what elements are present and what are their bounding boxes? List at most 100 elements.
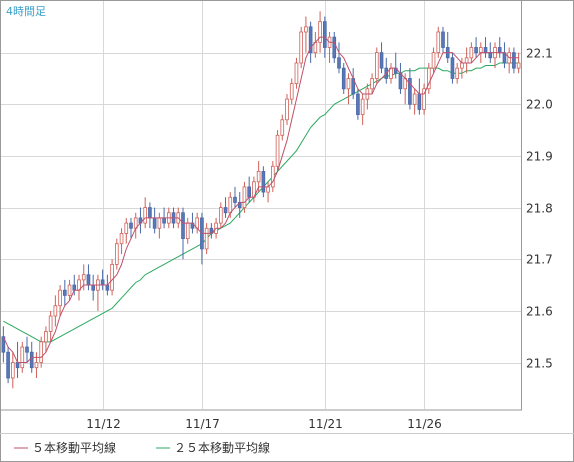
- candle-body: [379, 52, 384, 69]
- candle: [289, 78, 294, 105]
- candle-body: [497, 47, 502, 54]
- candle-body: [15, 362, 20, 369]
- x-tick-label: 11/12: [86, 417, 121, 431]
- candle-body: [308, 26, 313, 54]
- candle-body: [516, 62, 521, 69]
- candle-body: [256, 171, 261, 183]
- candle-body: [1, 336, 6, 353]
- candle: [346, 73, 351, 105]
- candle-body: [34, 362, 39, 369]
- candle: [63, 279, 67, 306]
- candle-body: [10, 362, 15, 379]
- candle: [124, 217, 129, 244]
- candle: [299, 26, 304, 69]
- candle-body: [417, 93, 422, 110]
- candle-body: [58, 289, 62, 307]
- plot-background: [0, 0, 522, 410]
- x-axis-ticks: 11/12 11/17 11/21 11/26: [86, 417, 442, 431]
- candle: [181, 207, 185, 260]
- candle-body: [53, 305, 58, 317]
- candle-body: [474, 47, 478, 54]
- candle-body: [337, 57, 341, 69]
- candle: [332, 31, 337, 63]
- candle-body: [512, 52, 516, 69]
- candle-body: [181, 212, 185, 239]
- candle-body: [185, 222, 190, 239]
- candle: [48, 310, 53, 342]
- candle: [129, 217, 133, 239]
- candle: [44, 326, 48, 353]
- candle: [422, 83, 426, 115]
- candle: [67, 279, 72, 301]
- candle: [34, 352, 39, 379]
- candle-body: [346, 78, 351, 90]
- candle: [261, 166, 266, 198]
- candle: [370, 73, 374, 94]
- candle-body: [110, 263, 114, 291]
- legend-label: ２５本移動平均線: [174, 440, 270, 455]
- candle-body: [233, 196, 237, 203]
- candle: [1, 326, 6, 363]
- candle: [223, 197, 228, 218]
- candle: [426, 62, 431, 94]
- candle: [441, 26, 445, 53]
- grid-lines: [1, 1, 521, 409]
- candle: [341, 62, 346, 94]
- y-tick-label: 21.9: [526, 150, 553, 164]
- candle-body: [341, 67, 346, 90]
- y-tick-label: 21.5: [526, 357, 553, 371]
- candle: [58, 285, 62, 317]
- candle-body: [422, 88, 426, 110]
- candle-body: [426, 67, 431, 90]
- candle-body: [115, 243, 119, 265]
- candle-body: [63, 289, 67, 296]
- candle-body: [242, 186, 247, 208]
- candle: [204, 223, 209, 255]
- period-label: 4時間足: [6, 5, 46, 18]
- candle: [516, 52, 521, 74]
- candle: [280, 114, 285, 141]
- candle-body: [460, 62, 464, 69]
- candle-body: [105, 284, 110, 291]
- candle: [379, 42, 384, 74]
- candle: [10, 352, 15, 389]
- candle-body: [124, 222, 129, 234]
- candle-body: [29, 351, 34, 369]
- ma5-line: [2, 36, 519, 364]
- ma5-layer: [2, 36, 519, 364]
- candle: [6, 347, 10, 384]
- candle-body: [332, 36, 337, 59]
- legend-label: ５本移動平均線: [32, 440, 116, 455]
- candle-body: [299, 31, 304, 64]
- candle-body: [20, 346, 25, 369]
- candle-body: [408, 78, 412, 105]
- y-tick-label: 22.0: [526, 98, 553, 112]
- candle-body: [275, 134, 280, 167]
- candle: [119, 228, 124, 255]
- x-tick-label: 11/21: [308, 417, 343, 431]
- candles: [1, 11, 521, 389]
- candle: [374, 47, 379, 84]
- candle-body: [100, 279, 105, 286]
- candle: [53, 295, 58, 327]
- candle-body: [129, 222, 133, 229]
- candle-body: [81, 274, 86, 281]
- candle: [450, 52, 455, 84]
- candle: [408, 68, 412, 110]
- candle: [110, 259, 114, 296]
- candle-body: [488, 52, 493, 59]
- candle-body: [322, 21, 327, 48]
- candle-body: [398, 72, 403, 90]
- candle: [20, 341, 25, 373]
- candle-body: [67, 284, 72, 296]
- legend: ５本移動平均線 ２５本移動平均線: [14, 440, 270, 455]
- candle: [270, 161, 275, 193]
- candle: [337, 42, 341, 74]
- candle-body: [431, 52, 436, 69]
- candle: [512, 47, 516, 74]
- candle: [360, 93, 365, 125]
- candle: [275, 130, 280, 172]
- candle-body: [119, 233, 124, 245]
